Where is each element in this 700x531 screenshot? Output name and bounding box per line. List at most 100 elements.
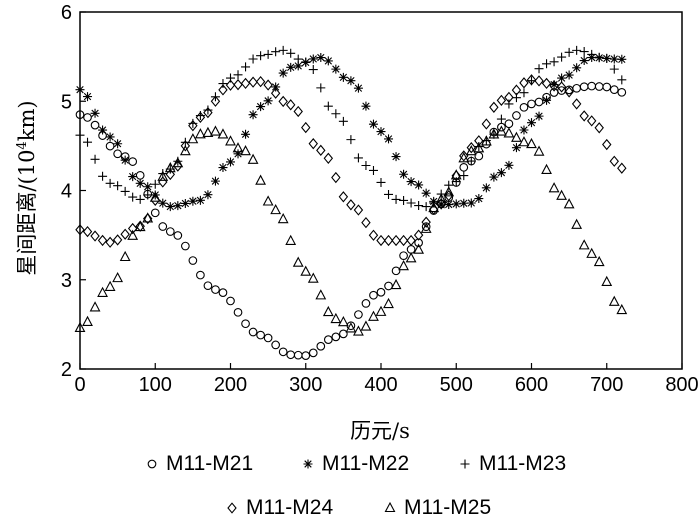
data-point — [474, 194, 484, 204]
data-point — [113, 149, 122, 159]
legend-label: M11-M23 — [479, 452, 566, 475]
data-point — [248, 76, 258, 88]
data-point — [75, 130, 85, 140]
data-point — [495, 125, 507, 136]
data-point — [579, 82, 589, 92]
data-point — [285, 234, 297, 245]
data-point — [353, 83, 363, 93]
data-point — [143, 190, 153, 200]
data-point — [157, 170, 169, 181]
data-point — [271, 340, 281, 350]
data-point — [346, 76, 356, 86]
data-point — [360, 320, 372, 331]
legend-marker — [460, 459, 470, 469]
data-point — [256, 330, 265, 340]
data-point — [278, 347, 288, 357]
data-point — [233, 149, 243, 159]
data-point — [534, 64, 544, 74]
data-point — [308, 348, 318, 358]
data-point — [458, 152, 470, 163]
data-point — [398, 234, 409, 247]
series-M11-M24 — [75, 74, 627, 248]
data-point — [128, 157, 138, 166]
x-tick-label: 300 — [289, 374, 322, 396]
data-point — [135, 170, 145, 180]
data-point — [466, 142, 477, 154]
data-point — [172, 157, 184, 168]
data-point — [459, 162, 469, 172]
data-point — [480, 135, 492, 146]
data-point — [113, 139, 123, 149]
data-point — [240, 77, 251, 90]
data-point — [549, 57, 559, 67]
data-point — [149, 191, 161, 202]
data-point — [533, 145, 545, 156]
data-point — [263, 49, 273, 59]
data-point — [406, 177, 416, 187]
data-point — [489, 101, 499, 113]
x-tick-label: 500 — [440, 374, 473, 396]
data-point — [354, 310, 363, 319]
legend-item: M11-M23 — [460, 452, 566, 475]
legend-marker — [384, 501, 396, 513]
data-point — [376, 234, 386, 247]
data-point — [369, 290, 378, 300]
data-point — [143, 182, 153, 192]
data-point — [256, 51, 266, 61]
data-point — [173, 201, 183, 211]
data-point — [361, 161, 371, 171]
data-point — [549, 88, 559, 97]
data-point — [420, 222, 432, 233]
data-point — [601, 275, 613, 287]
data-point — [572, 45, 582, 55]
data-point — [240, 145, 251, 156]
data-point — [127, 222, 138, 235]
data-point — [75, 85, 85, 95]
data-point — [150, 179, 160, 189]
data-point — [564, 86, 574, 98]
data-point — [337, 315, 349, 327]
data-point — [210, 125, 221, 136]
data-point — [579, 110, 589, 122]
data-point — [527, 99, 536, 109]
axis-ticks: 0 100 200 300 400 500 600 700 800 2 3 4 5 6 — [61, 2, 699, 396]
data-point — [339, 329, 348, 339]
data-point — [218, 84, 228, 96]
data-point — [134, 220, 146, 232]
data-point — [165, 227, 175, 236]
data-point — [113, 181, 123, 191]
data-point — [345, 322, 357, 333]
data-point — [474, 135, 484, 147]
data-point — [105, 178, 115, 188]
data-point — [542, 59, 552, 69]
data-point — [496, 168, 506, 178]
data-point — [331, 64, 341, 74]
data-point — [406, 198, 416, 208]
data-point — [406, 245, 416, 254]
data-point — [316, 83, 326, 93]
data-point — [301, 351, 311, 360]
data-point — [203, 190, 213, 200]
data-point — [127, 229, 139, 240]
data-point — [233, 79, 243, 91]
data-point — [504, 91, 514, 104]
data-point — [481, 118, 492, 130]
data-point — [503, 127, 515, 138]
legend-marker — [227, 502, 237, 514]
x-tick-label: 800 — [665, 374, 698, 396]
data-point — [308, 54, 318, 64]
data-point — [481, 183, 491, 193]
data-point — [158, 198, 168, 208]
data-point — [232, 142, 244, 153]
data-point — [465, 145, 477, 156]
data-point — [263, 79, 273, 91]
data-point — [105, 132, 115, 142]
data-point — [450, 169, 462, 180]
data-point — [556, 81, 567, 93]
data-point — [399, 169, 409, 179]
data-point — [316, 53, 326, 63]
data-point — [602, 82, 612, 92]
data-point — [617, 162, 627, 174]
legend-label: M11-M22 — [322, 452, 409, 475]
